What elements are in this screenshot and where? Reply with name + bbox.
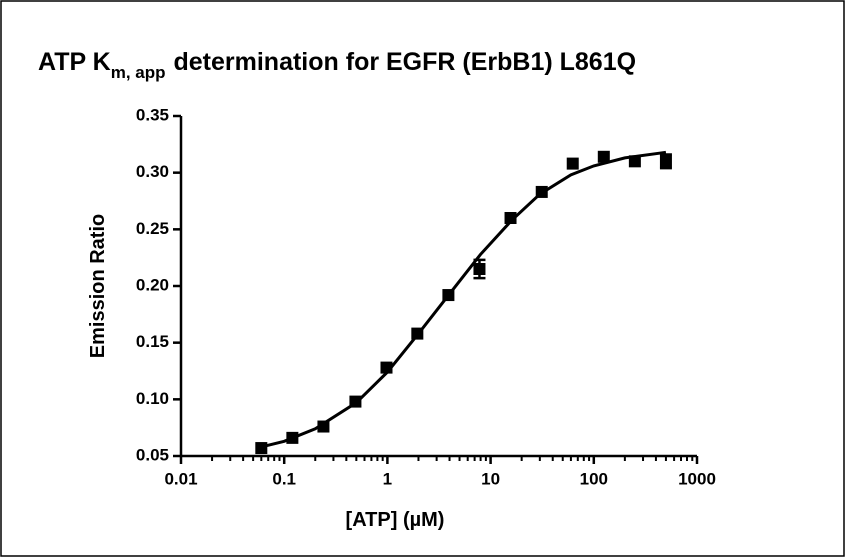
- data-point: [442, 289, 455, 302]
- data-point: [566, 157, 579, 170]
- title-main: ATP K: [38, 48, 111, 76]
- y-tick-label: 0.20: [136, 275, 169, 294]
- data-point: [535, 185, 548, 198]
- x-tick-label: 100: [580, 469, 608, 488]
- data-point: [628, 155, 641, 168]
- data-point: [286, 431, 299, 444]
- y-tick-label: 0.25: [136, 219, 169, 238]
- data-point: [349, 395, 362, 408]
- y-tick-label: 0.15: [136, 332, 169, 351]
- title-subscript: m, app: [111, 63, 166, 82]
- data-point: [597, 150, 610, 163]
- y-tick-label: 0.35: [136, 105, 169, 124]
- data-point: [255, 442, 268, 455]
- x-tick-label: 10: [481, 469, 500, 488]
- x-axis-label: [ATP] (µM): [346, 509, 445, 531]
- data-point: [411, 327, 424, 340]
- data-point: [380, 361, 393, 374]
- y-tick-label: 0.10: [136, 389, 169, 408]
- y-tick-label: 0.30: [136, 162, 169, 181]
- title-rest: determination for EGFR (ErbB1) L861Q: [174, 48, 637, 76]
- x-tick-label: 0.1: [272, 469, 296, 488]
- y-tick-label: 0.05: [136, 445, 169, 464]
- data-point: [317, 420, 330, 433]
- data-point: [659, 155, 672, 168]
- data-point: [473, 263, 486, 275]
- x-tick-label: 1000: [678, 469, 716, 488]
- chart-title: ATP Km, app determination for EGFR (ErbB1…: [38, 48, 636, 82]
- x-tick-label: 1: [383, 469, 392, 488]
- x-tick-label: 0.01: [164, 469, 197, 488]
- data-point: [504, 212, 517, 224]
- y-axis-label: Emission Ratio: [87, 214, 109, 358]
